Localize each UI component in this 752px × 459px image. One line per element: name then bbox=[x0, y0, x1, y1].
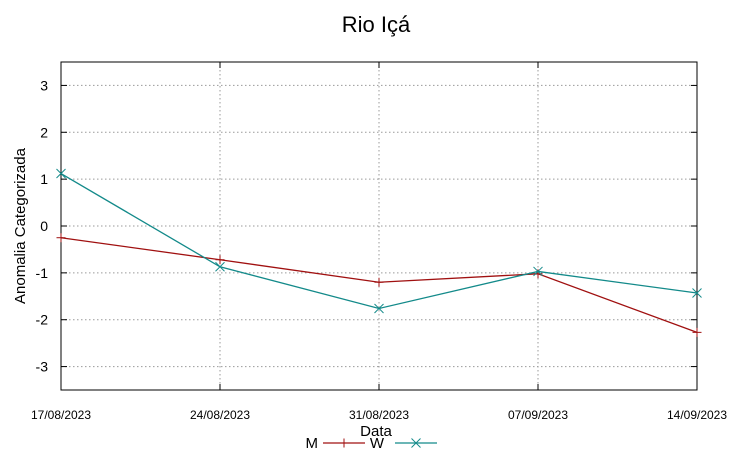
x-tick-label: 31/08/2023 bbox=[349, 408, 409, 422]
series-w-line bbox=[60, 172, 698, 310]
y-tick-label: 1 bbox=[40, 171, 48, 187]
y-tick-label: 0 bbox=[40, 218, 48, 234]
y-tick-label: 3 bbox=[40, 77, 48, 93]
chart-title: Rio Içá bbox=[342, 12, 411, 37]
series-w-point-stroke bbox=[374, 303, 384, 314]
series-m-point bbox=[56, 233, 66, 243]
x-tick-label: 07/09/2023 bbox=[508, 408, 568, 422]
series-w-point bbox=[374, 303, 384, 314]
series-m-point bbox=[215, 255, 225, 265]
series-group bbox=[56, 168, 702, 337]
legend-w-marker bbox=[411, 438, 421, 448]
series-w-point-stroke bbox=[56, 168, 66, 179]
series-w-point-stroke bbox=[215, 261, 225, 272]
y-axis-ticks: 3 2 1 0 -1 -2 -3 bbox=[36, 77, 697, 375]
x-tick-label: 14/09/2023 bbox=[667, 408, 727, 422]
legend-m-marker bbox=[339, 438, 349, 448]
y-tick-label: 2 bbox=[40, 124, 48, 140]
y-axis-label: Anomalia Categorizada bbox=[12, 147, 29, 304]
x-tick-label: 24/08/2023 bbox=[190, 408, 250, 422]
series-w-point bbox=[692, 288, 702, 298]
series-m-point bbox=[692, 327, 702, 337]
y-tick-label: -3 bbox=[36, 359, 49, 375]
series-w-point bbox=[56, 168, 66, 179]
series-w-point-stroke bbox=[533, 266, 543, 277]
x-axis-ticks: 17/08/2023 24/08/2023 31/08/2023 07/09/2023… bbox=[31, 62, 727, 422]
y-tick-label: -1 bbox=[36, 265, 49, 281]
legend-w-marker-stroke bbox=[411, 438, 421, 448]
grid-lines bbox=[60, 62, 698, 390]
series-m-point bbox=[533, 269, 543, 279]
series-m-point bbox=[374, 277, 384, 287]
x-axis-label: Data bbox=[360, 423, 392, 440]
series-w-point bbox=[215, 261, 225, 272]
y-tick-label: -2 bbox=[36, 312, 49, 328]
legend-m-label: M bbox=[306, 435, 319, 452]
legend-w-label: W bbox=[370, 435, 385, 452]
x-tick-label: 17/08/2023 bbox=[31, 408, 91, 422]
series-w-point bbox=[533, 266, 543, 277]
series-w-point-stroke bbox=[692, 288, 702, 298]
